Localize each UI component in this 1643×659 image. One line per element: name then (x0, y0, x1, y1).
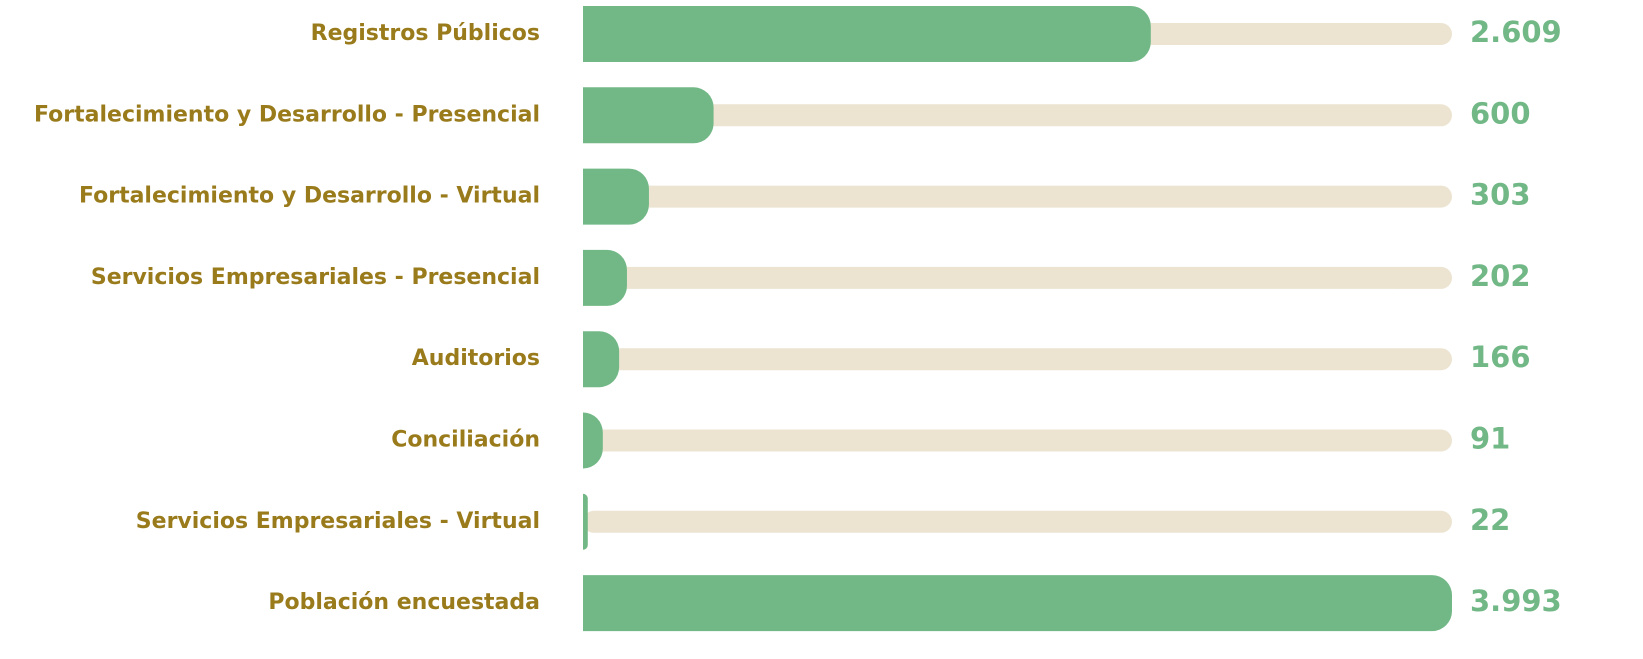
value-label: 303 (1470, 178, 1531, 212)
bar-track (583, 348, 1452, 371)
bar (583, 6, 1151, 62)
category-label: Fortalecimiento y Desarrollo - Presencia… (34, 102, 540, 127)
bar (583, 331, 620, 388)
value-label: 166 (1470, 340, 1531, 374)
bar-track (583, 266, 1452, 289)
bar (583, 575, 1452, 632)
bar (583, 249, 627, 306)
value-label: 2.609 (1470, 15, 1562, 49)
category-label: Fortalecimiento y Desarrollo - Virtual (79, 184, 540, 209)
category-label: Registros Públicos (311, 21, 540, 46)
bar (583, 168, 649, 225)
value-label: 202 (1470, 259, 1531, 293)
value-label: 22 (1470, 503, 1510, 537)
bar (583, 87, 714, 144)
category-label: Población encuestada (268, 590, 540, 615)
value-label: 91 (1470, 422, 1510, 456)
category-label: Servicios Empresariales - Virtual (136, 509, 540, 534)
category-label: Servicios Empresariales - Presencial (91, 265, 540, 290)
category-label: Auditorios (412, 346, 540, 371)
value-label: 3.993 (1470, 584, 1562, 618)
value-label: 600 (1470, 96, 1531, 130)
bar (583, 412, 603, 469)
bar-track (583, 104, 1452, 127)
bar-track (583, 510, 1452, 533)
bar-track (583, 429, 1452, 452)
bar (583, 493, 588, 550)
bar-track (583, 185, 1452, 208)
category-label: Conciliación (391, 428, 540, 453)
